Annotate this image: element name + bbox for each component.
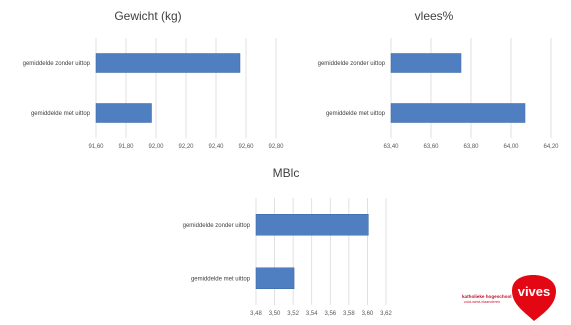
chart-2-tick-label: 63,40: [383, 144, 399, 150]
chart-1-bar: [95, 103, 152, 123]
chart-3-tick-label: 3,60: [362, 311, 374, 317]
chart-2-category-label: gemiddelde met uittop: [326, 111, 386, 117]
chart-1-tick-label: 91,80: [118, 144, 134, 150]
chart-1-bar: [95, 53, 241, 73]
chart-2-title: vlees%: [415, 9, 454, 23]
chart-3-tick-label: 3,62: [380, 311, 392, 317]
chart-2-bar: [390, 53, 462, 73]
chart-2-category-label: gemiddelde zonder uittop: [318, 61, 386, 67]
chart-1-title: Gewicht (kg): [114, 9, 181, 23]
chart-2-bar: [390, 103, 526, 123]
chart-2-tick-label: 63,80: [463, 144, 479, 150]
chart-3-tick-label: 3,54: [306, 311, 318, 317]
logo-line-1: katholieke hogeschool: [462, 294, 512, 299]
chart-3-title: MBlc: [273, 166, 300, 180]
chart-1-tick-label: 92,60: [238, 144, 254, 150]
chart-1-tick-label: 92,00: [148, 144, 164, 150]
chart-3-tick-label: 3,56: [324, 311, 336, 317]
logo-line-2: zuid-west-vlaanderen: [464, 300, 500, 304]
chart-3-category-label: gemiddelde zonder uittop: [183, 223, 251, 229]
logo-wordmark: vives: [518, 284, 551, 299]
chart-3-tick-label: 3,50: [269, 311, 281, 317]
chart-3-bar: [255, 267, 295, 289]
chart-3-bar: [255, 214, 369, 236]
chart-2-tick-label: 64,00: [503, 144, 519, 150]
chart-1-category-label: gemiddelde met uittop: [31, 111, 91, 117]
chart-2-tick-label: 63,60: [423, 144, 439, 150]
chart-3-tick-label: 3,48: [250, 311, 262, 317]
chart-3-tick-label: 3,52: [287, 311, 299, 317]
chart-1-tick-label: 91,60: [88, 144, 104, 150]
chart-3-category-label: gemiddelde met uittop: [191, 276, 251, 282]
chart-1-tick-label: 92,40: [208, 144, 224, 150]
chart-3-tick-label: 3,58: [343, 311, 355, 317]
chart-1-category-label: gemiddelde zonder uittop: [23, 61, 91, 67]
logo-shape: [512, 275, 556, 321]
chart-2-tick-label: 64,20: [543, 144, 559, 150]
chart-1-tick-label: 92,20: [178, 144, 194, 150]
vives-logo: vives katholieke hogeschool zuid-west-vl…: [462, 275, 556, 321]
chart-1-tick-label: 92,80: [268, 144, 284, 150]
